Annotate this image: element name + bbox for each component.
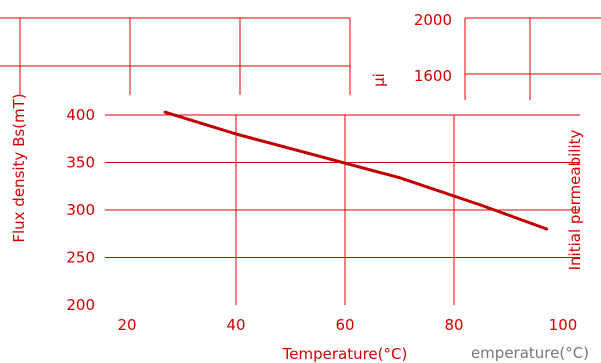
main-ytick-label: 350: [66, 154, 95, 172]
scan-artifact: [420, 334, 600, 340]
main-ytick-label: 300: [66, 201, 95, 219]
series-point: [234, 132, 238, 136]
series-point: [163, 110, 167, 114]
scan-artifact: [48, 172, 70, 180]
main-ytick-label: 400: [66, 106, 95, 124]
bg2-xlabel: emperature(°C): [471, 344, 589, 362]
main-y2label: Initial permeability: [566, 130, 584, 271]
series-point: [545, 227, 548, 231]
main-ytick-label: 250: [66, 249, 95, 267]
main-chart-series: [163, 110, 549, 231]
bg2-ylabel: μi: [370, 73, 388, 87]
series-line: [163, 110, 549, 231]
bg2-ytick-label: 1600: [414, 67, 452, 85]
background-chart-grid: [0, 17, 351, 95]
series-point: [398, 176, 401, 179]
main-xtick-label: 80: [444, 316, 463, 334]
main-xtick-label: 100: [549, 316, 578, 334]
scan-artifact: [40, 145, 54, 157]
bg2-ytick-label: 2000: [414, 11, 452, 29]
scan-artifact: [40, 95, 60, 125]
main-xtick-label: 60: [335, 316, 354, 334]
main-xtick-label: 40: [226, 316, 245, 334]
main-xlabel: Temperature(°C): [282, 345, 408, 363]
series-point: [316, 154, 319, 158]
series-point: [480, 204, 483, 207]
main-xtick-label: 20: [117, 316, 136, 334]
main-ylabel: Flux density Bs(mT): [10, 93, 28, 242]
main-chart-ticks: 200 250 300 350 400 20 40 60 80 100: [66, 106, 577, 334]
main-ytick-label: 200: [66, 296, 95, 314]
main-chart-grid: [105, 114, 580, 305]
background-chart2-grid: [464, 17, 601, 100]
